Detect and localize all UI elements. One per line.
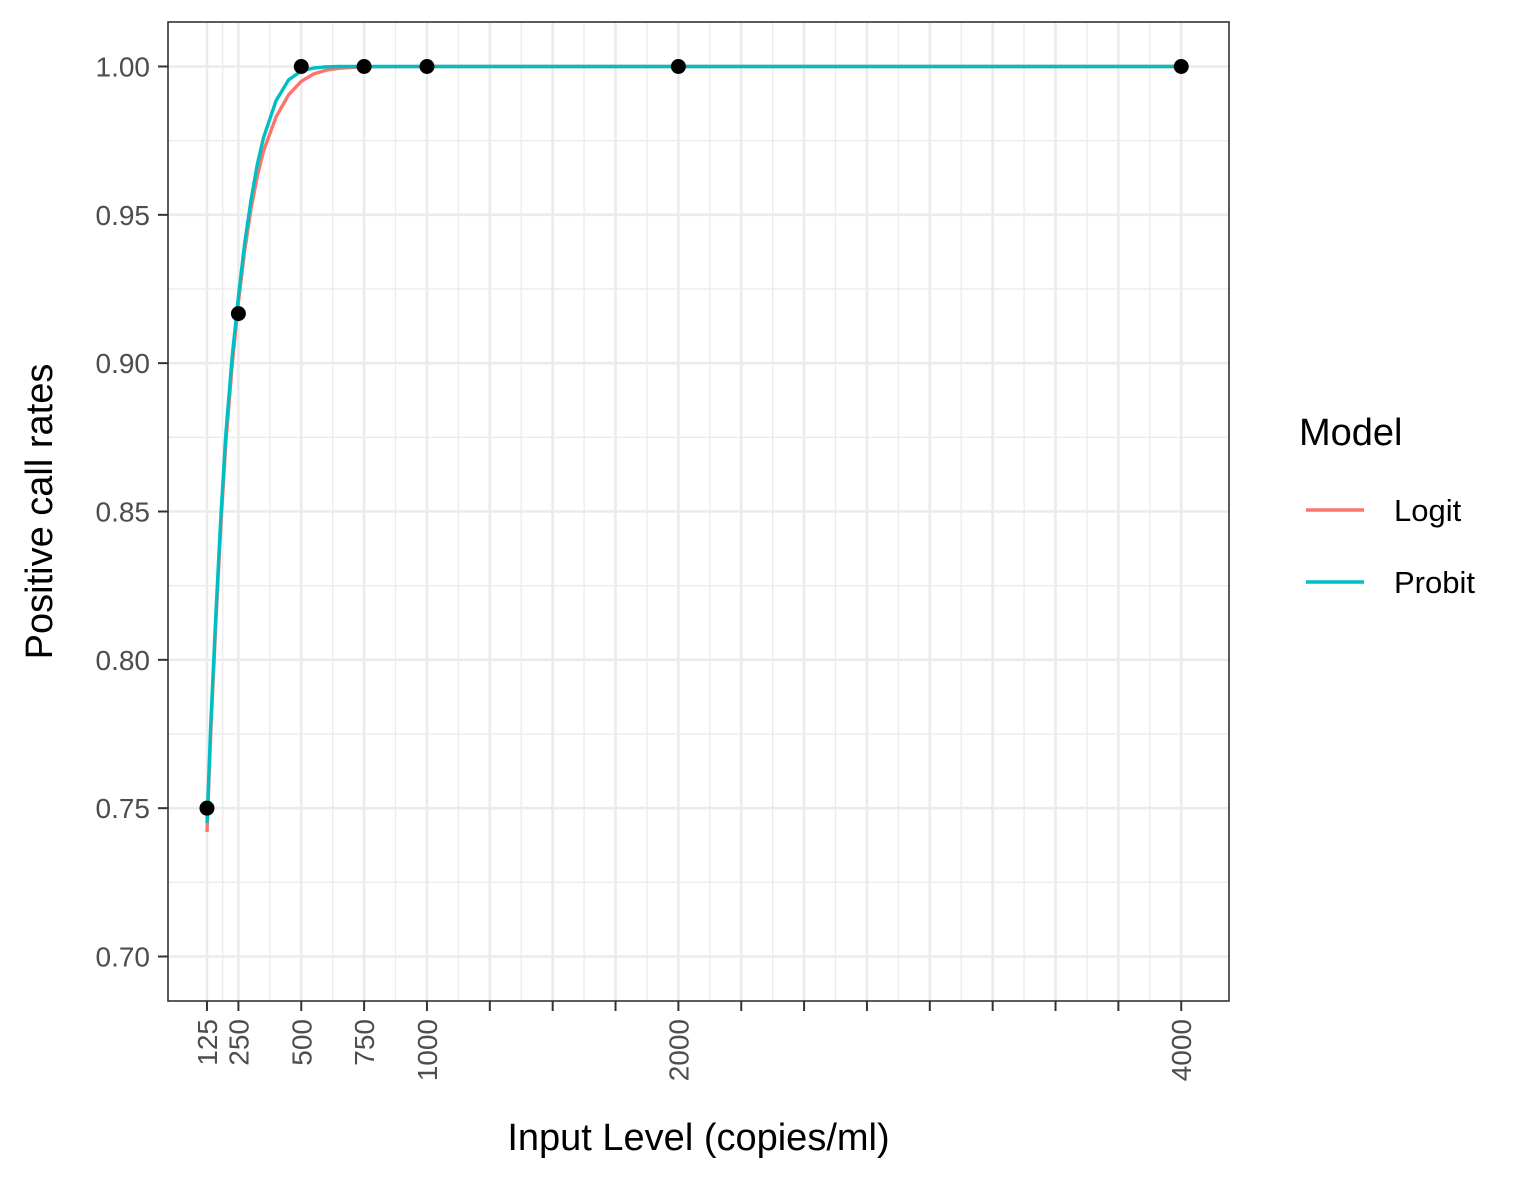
y-tick-label: 0.80 — [96, 645, 151, 676]
data-point — [1173, 59, 1189, 74]
y-tick-label: 0.95 — [96, 200, 151, 231]
x-tick-label: 1000 — [412, 1019, 443, 1081]
data-point — [419, 59, 435, 74]
data-point — [670, 59, 686, 74]
x-tick-label: 250 — [223, 1019, 254, 1066]
axis-layer: 0.70 0.75 0.80 0.85 0.90 0.95 1.00 125 250 500 750… — [96, 52, 1198, 1082]
points-layer — [199, 59, 1189, 816]
x-tick-label: 2000 — [663, 1019, 694, 1081]
legend-label-probit: Probit — [1394, 565, 1475, 600]
x-tick-label: 4000 — [1166, 1019, 1197, 1081]
legend-title: Model — [1299, 412, 1403, 454]
y-tick-label: 0.75 — [96, 793, 151, 824]
y-axis-title: Positive call rates — [19, 364, 61, 660]
x-tick-label: 750 — [349, 1019, 380, 1066]
x-axis-title: Input Level (copies/ml) — [507, 1117, 889, 1159]
x-tick-label: 500 — [286, 1019, 317, 1066]
legend-label-logit: Logit — [1394, 493, 1462, 528]
data-point — [356, 59, 372, 74]
y-tick-label: 0.90 — [96, 348, 151, 379]
y-tick-label: 1.00 — [96, 52, 151, 83]
data-point — [199, 800, 215, 816]
data-point — [230, 306, 246, 322]
legend-entries: Logit Probit — [1306, 493, 1475, 600]
y-tick-label: 0.85 — [96, 497, 151, 528]
legend: Model Logit Probit — [1299, 412, 1475, 600]
x-tick-label: 125 — [192, 1019, 223, 1066]
y-tick-label: 0.70 — [96, 942, 151, 973]
data-point — [293, 59, 309, 74]
